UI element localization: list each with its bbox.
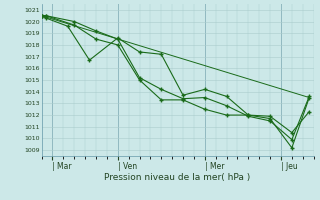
X-axis label: Pression niveau de la mer( hPa ): Pression niveau de la mer( hPa ) — [104, 173, 251, 182]
